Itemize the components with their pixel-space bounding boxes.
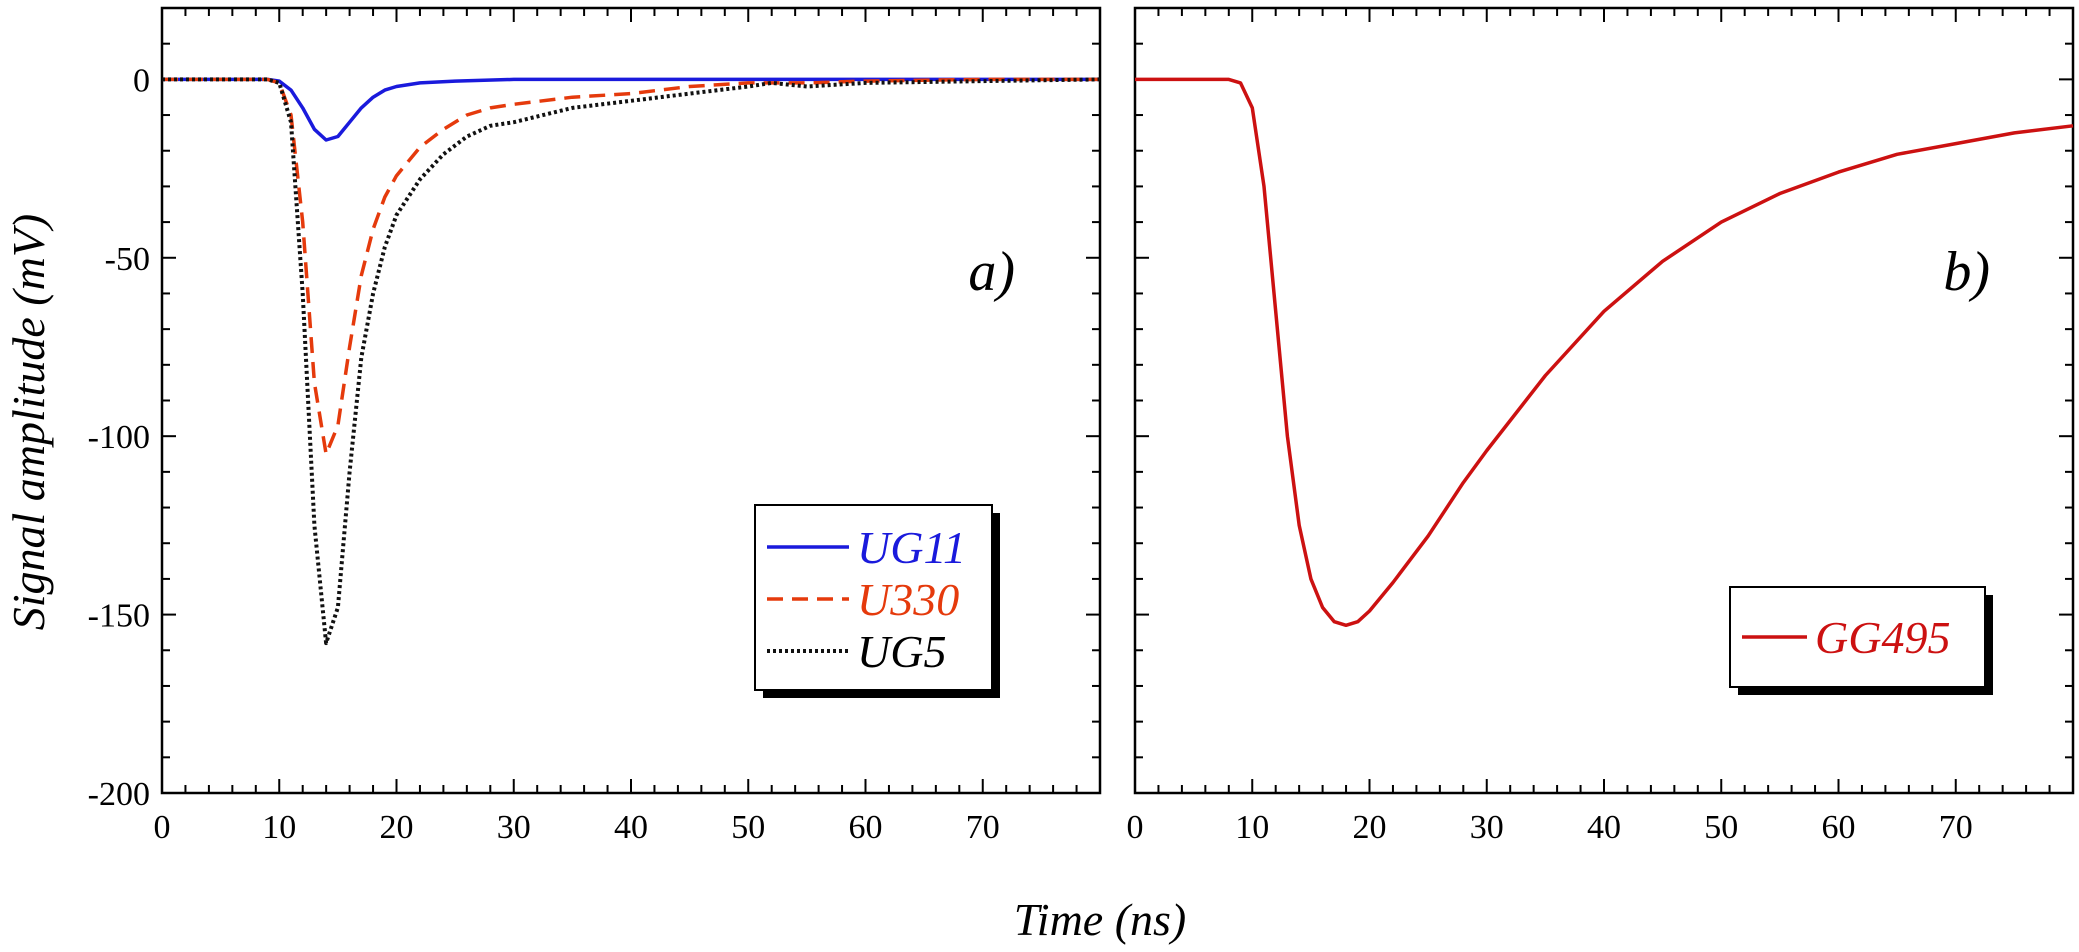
y-axis-title: Signal amplitude (mV): [3, 214, 54, 631]
x-tick-label: 30: [497, 809, 531, 846]
x-tick-label: 30: [1470, 809, 1504, 846]
y-tick-label: -100: [88, 419, 150, 456]
panel-label: a): [968, 241, 1015, 303]
panel-b: 0 10 20 30 40 50 60 70 b) GG495: [1127, 6, 2075, 846]
x-axis-title: Time (ns): [1014, 894, 1187, 945]
y-tick-label: 0: [133, 62, 150, 99]
x-tick-label: 20: [1353, 809, 1387, 846]
panel-a: 0 10 20 30 40 50 60 70 0 -50 -100 -150 -200 a) UG11U33…: [88, 6, 1102, 846]
legend-label: GG495: [1815, 612, 1950, 663]
x-tick-label: 10: [262, 809, 296, 846]
x-tick-label: 50: [1704, 809, 1738, 846]
legend-label: UG11: [857, 522, 966, 573]
x-tick-label: 40: [614, 809, 648, 846]
x-tick-label: 70: [966, 809, 1000, 846]
x-tick-label: 10: [1235, 809, 1269, 846]
legend-label: U330: [857, 574, 959, 625]
panel-label: b): [1943, 241, 1990, 303]
x-tick-label: 60: [849, 809, 883, 846]
series-line-gg495: [1135, 77, 2074, 628]
x-tick-label: 70: [1939, 809, 1973, 846]
series-line-ug11: [162, 77, 1100, 142]
x-tick-label: 0: [154, 809, 171, 846]
legend: GG495: [1729, 586, 1993, 695]
x-tick-label: 0: [1127, 809, 1144, 846]
y-tick-label: -200: [88, 776, 150, 813]
y-tick-label: -50: [105, 241, 150, 278]
legend-label: UG5: [857, 626, 946, 677]
x-tick-label: 60: [1822, 809, 1856, 846]
x-tick-label: 40: [1587, 809, 1621, 846]
x-tick-label: 20: [380, 809, 414, 846]
series-line-u330: [162, 77, 1100, 456]
x-tick-label: 50: [731, 809, 765, 846]
series-line-ug5: [162, 77, 1101, 646]
y-tick-label: -150: [88, 598, 150, 635]
